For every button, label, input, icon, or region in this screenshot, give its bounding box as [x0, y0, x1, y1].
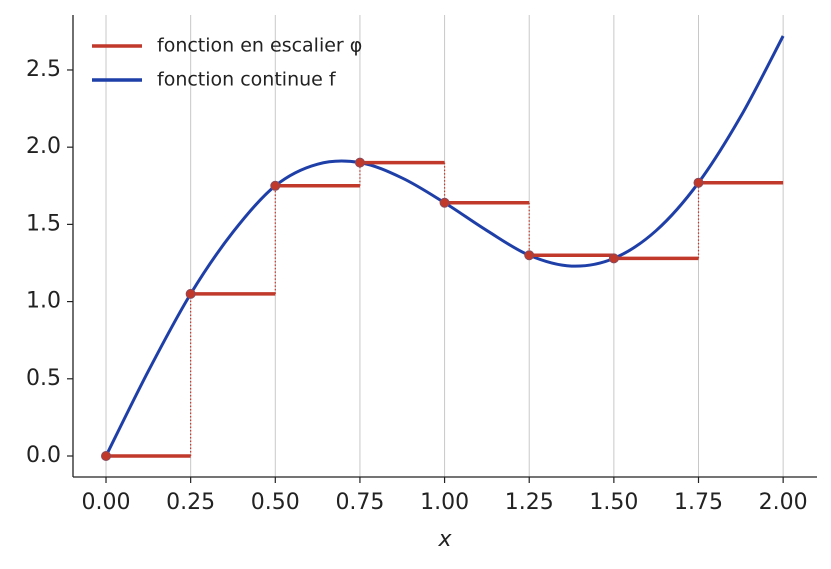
x-tick-label: 1.75 [674, 490, 723, 515]
x-tick-label: 1.50 [589, 490, 638, 515]
x-axis-label: x [437, 527, 452, 552]
legend-label: fonction en escalier φ [157, 35, 362, 57]
step-point [524, 250, 535, 261]
y-tick-label: 0.5 [26, 366, 61, 391]
x-tick-label: 0.00 [82, 490, 131, 515]
step-point [185, 288, 196, 299]
step-point [354, 157, 365, 168]
x-tick-label: 1.00 [420, 490, 469, 515]
y-tick-label: 2.5 [26, 57, 61, 82]
step-point [270, 180, 281, 191]
x-tick-label: 0.75 [335, 490, 384, 515]
x-tick-label: 0.50 [251, 490, 300, 515]
y-tick-label: 0.0 [26, 443, 61, 468]
step-point [608, 253, 619, 264]
step-point [439, 197, 450, 208]
x-tick-label: 1.25 [505, 490, 554, 515]
step-point [693, 177, 704, 188]
y-tick-label: 1.0 [26, 289, 61, 314]
y-tick-label: 2.0 [26, 134, 61, 159]
x-tick-label: 2.00 [759, 490, 808, 515]
y-tick-label: 1.5 [26, 211, 61, 236]
step-point [101, 451, 112, 461]
x-tick-label: 0.25 [166, 490, 215, 515]
legend-label: fonction continue f [157, 69, 337, 91]
